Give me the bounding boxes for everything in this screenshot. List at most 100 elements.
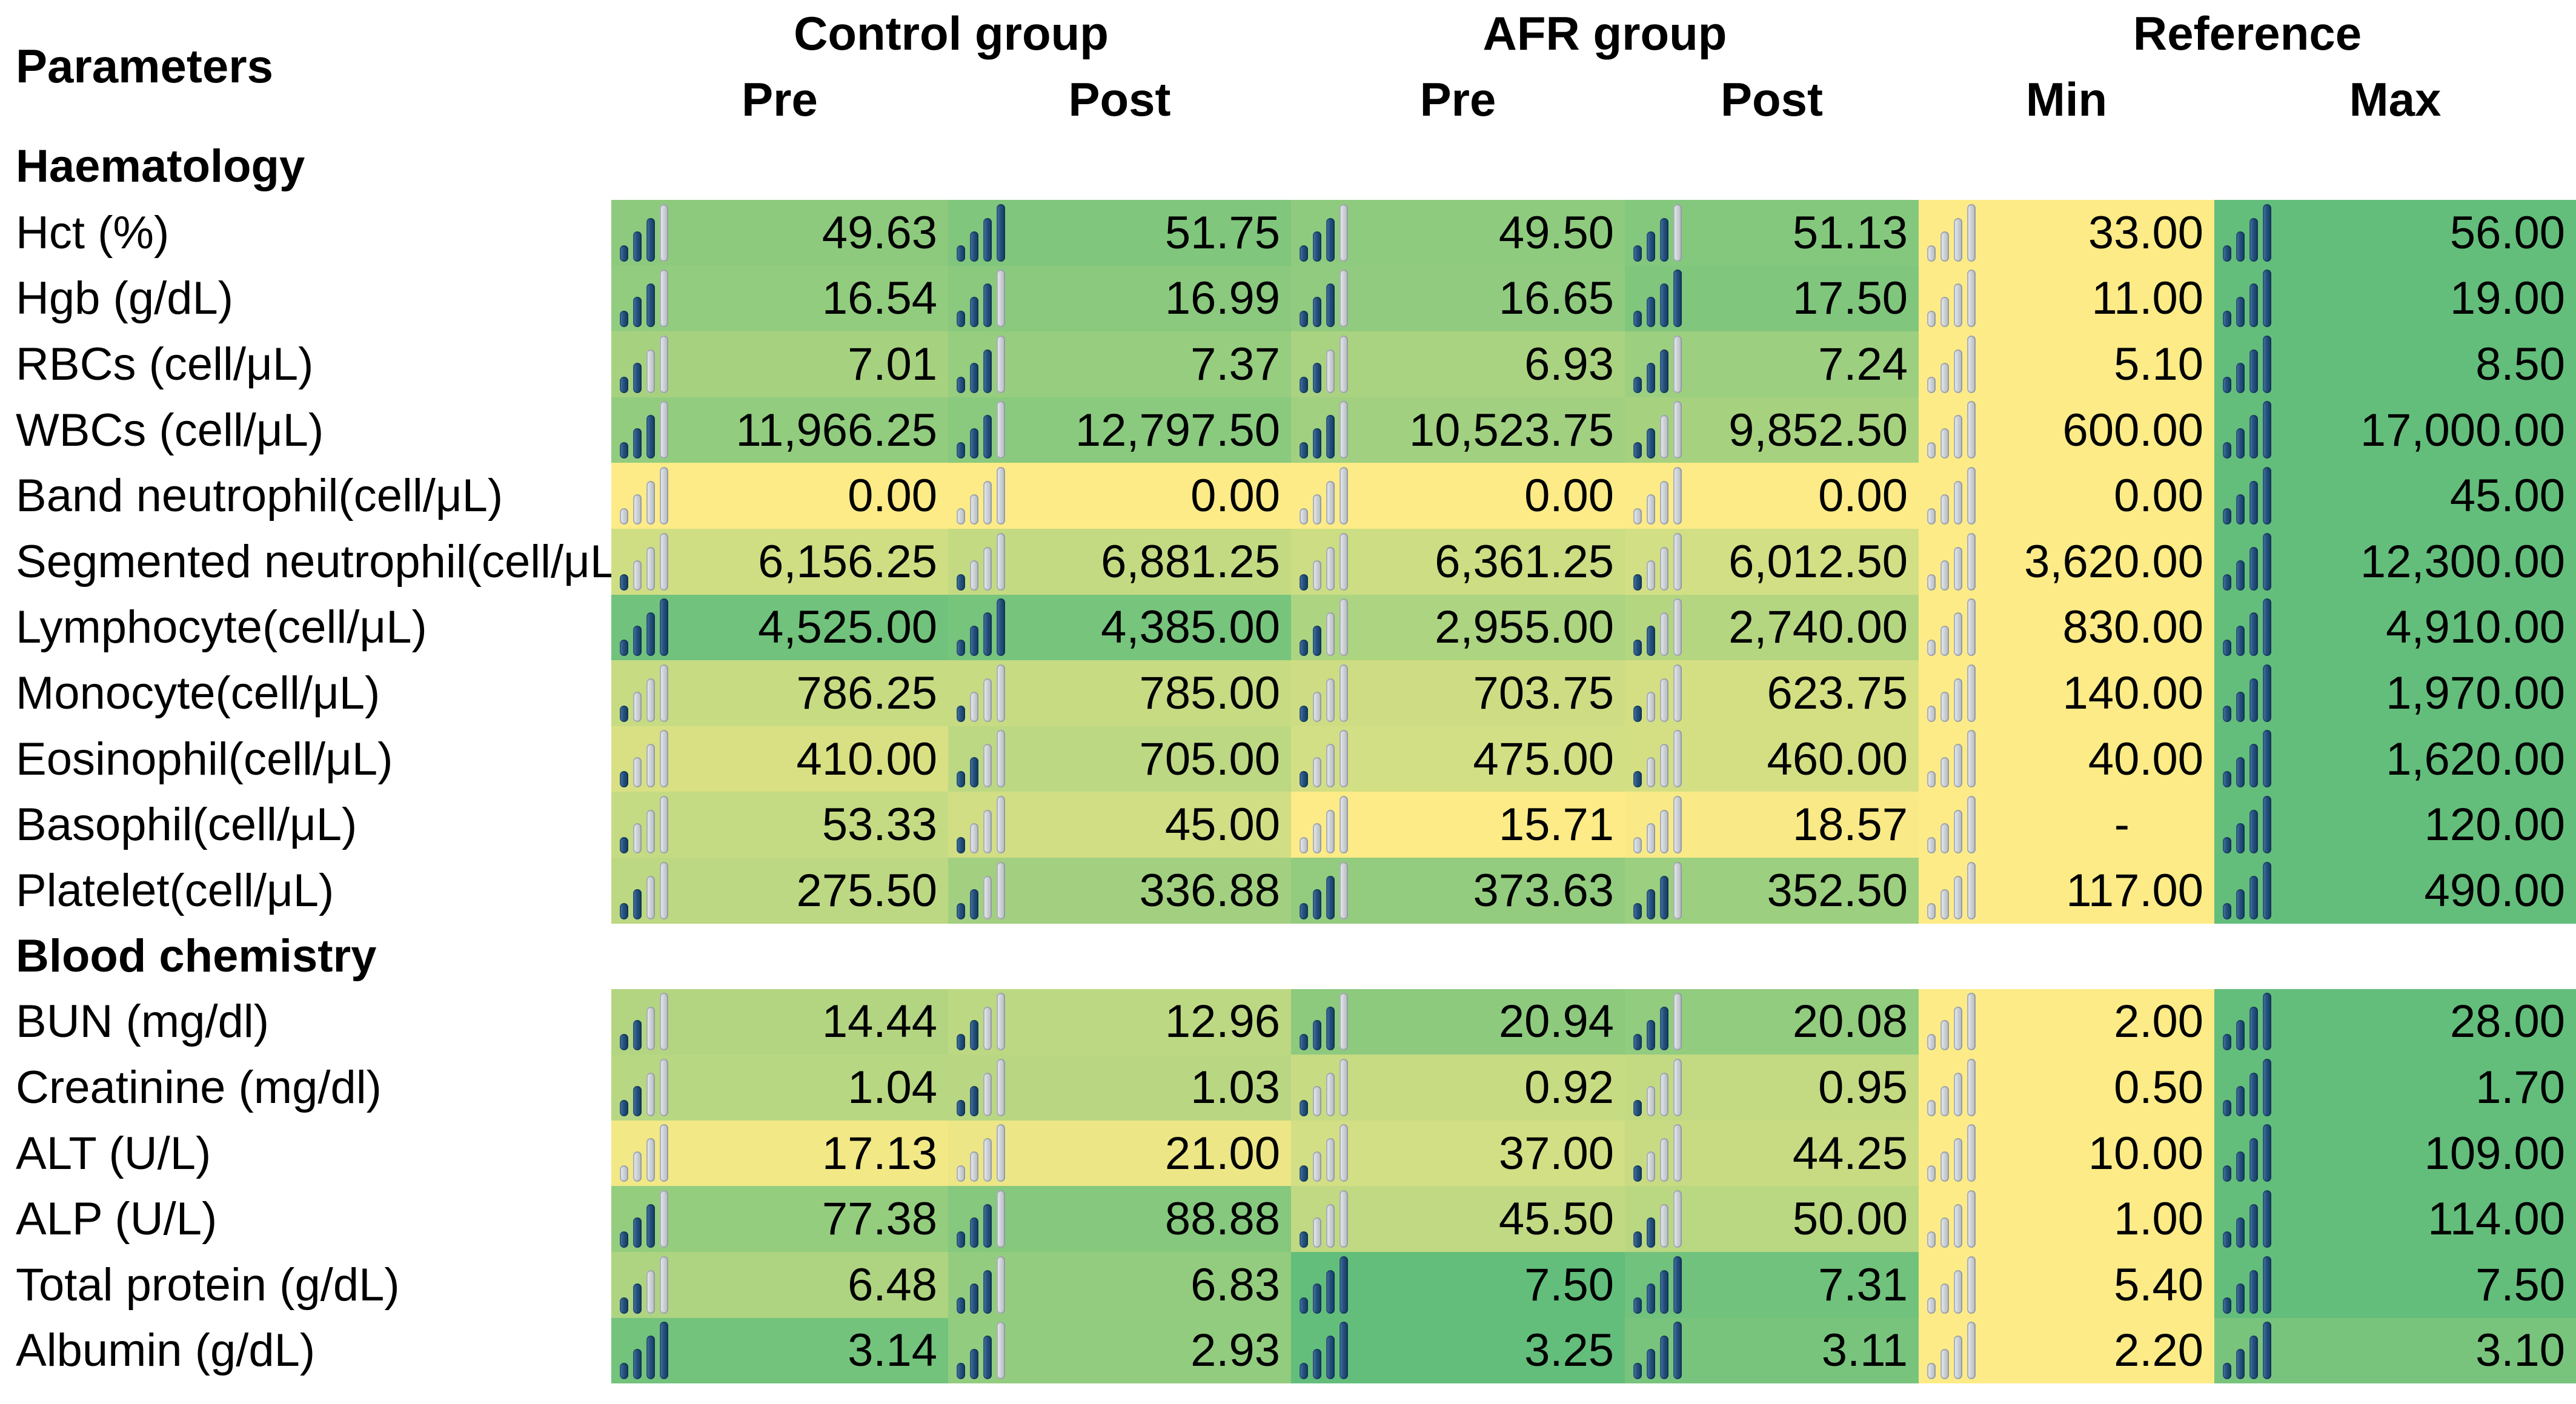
header-control-post[interactable]: Post: [1068, 72, 1171, 126]
parameters-header[interactable]: Parameters: [16, 39, 273, 93]
section-title[interactable]: Haematology: [16, 140, 305, 192]
value-cell[interactable]: 460.00: [1625, 726, 1919, 792]
value-cell[interactable]: 2.20: [1919, 1317, 2214, 1384]
value-cell[interactable]: 0.00: [611, 463, 948, 529]
value-cell[interactable]: 7.24: [1625, 331, 1919, 397]
value-cell[interactable]: 6.48: [611, 1251, 948, 1318]
value-cell[interactable]: 11.00: [1919, 265, 2214, 332]
value-cell[interactable]: -: [1919, 792, 2214, 858]
value-cell[interactable]: 51.13: [1625, 200, 1919, 266]
value-cell[interactable]: 49.63: [611, 200, 948, 266]
row-label[interactable]: RBCs (cell/μL): [16, 338, 314, 390]
value-cell[interactable]: 37.00: [1291, 1120, 1625, 1187]
value-cell[interactable]: 2.00: [1919, 988, 2214, 1055]
row-label[interactable]: Lymphocyte(cell/μL): [16, 601, 427, 654]
value-cell[interactable]: 14.44: [611, 988, 948, 1055]
value-cell[interactable]: 3.10: [2214, 1317, 2576, 1384]
value-cell[interactable]: 40.00: [1919, 726, 2214, 792]
value-cell[interactable]: 0.00: [1291, 463, 1625, 529]
value-cell[interactable]: 12.96: [948, 988, 1291, 1055]
header-afr-pre[interactable]: Pre: [1419, 72, 1496, 126]
value-cell[interactable]: 475.00: [1291, 726, 1625, 792]
value-cell[interactable]: 1.00: [1919, 1186, 2214, 1252]
value-cell[interactable]: 705.00: [948, 726, 1291, 792]
value-cell[interactable]: 1,620.00: [2214, 726, 2576, 792]
value-cell[interactable]: 114.00: [2214, 1186, 2576, 1252]
value-cell[interactable]: 9,852.50: [1625, 397, 1919, 463]
value-cell[interactable]: 6,012.50: [1625, 528, 1919, 595]
value-cell[interactable]: 28.00: [2214, 988, 2576, 1055]
header-control-group[interactable]: Control group: [794, 6, 1109, 60]
value-cell[interactable]: 3,620.00: [1919, 528, 2214, 595]
section-title[interactable]: Blood chemistry: [16, 930, 377, 982]
value-cell[interactable]: 373.63: [1291, 857, 1625, 924]
value-cell[interactable]: 88.88: [948, 1186, 1291, 1252]
value-cell[interactable]: 15.71: [1291, 792, 1625, 858]
value-cell[interactable]: 2.93: [948, 1317, 1291, 1384]
value-cell[interactable]: 0.00: [948, 463, 1291, 529]
value-cell[interactable]: 17,000.00: [2214, 397, 2576, 463]
row-label[interactable]: ALT (U/L): [16, 1127, 211, 1179]
value-cell[interactable]: 117.00: [1919, 857, 2214, 924]
value-cell[interactable]: 120.00: [2214, 792, 2576, 858]
value-cell[interactable]: 10,523.75: [1291, 397, 1625, 463]
value-cell[interactable]: 623.75: [1625, 660, 1919, 726]
value-cell[interactable]: 6,361.25: [1291, 528, 1625, 595]
value-cell[interactable]: 19.00: [2214, 265, 2576, 332]
value-cell[interactable]: 20.94: [1291, 988, 1625, 1055]
value-cell[interactable]: 6.83: [948, 1251, 1291, 1318]
value-cell[interactable]: 7.31: [1625, 1251, 1919, 1318]
value-cell[interactable]: 1.70: [2214, 1055, 2576, 1121]
value-cell[interactable]: 11,966.25: [611, 397, 948, 463]
value-cell[interactable]: 1,970.00: [2214, 660, 2576, 726]
value-cell[interactable]: 10.00: [1919, 1120, 2214, 1187]
row-label[interactable]: Albumin (g/dL): [16, 1325, 316, 1377]
value-cell[interactable]: 0.00: [1625, 463, 1919, 529]
row-label[interactable]: Platelet(cell/μL): [16, 864, 334, 916]
header-reference-min[interactable]: Min: [2025, 72, 2108, 126]
header-afr-post[interactable]: Post: [1720, 72, 1824, 126]
value-cell[interactable]: 16.65: [1291, 265, 1625, 332]
value-cell[interactable]: 56.00: [2214, 200, 2576, 266]
value-cell[interactable]: 7.50: [1291, 1251, 1625, 1318]
value-cell[interactable]: 20.08: [1625, 988, 1919, 1055]
value-cell[interactable]: 785.00: [948, 660, 1291, 726]
value-cell[interactable]: 33.00: [1919, 200, 2214, 266]
value-cell[interactable]: 3.14: [611, 1317, 948, 1384]
row-label[interactable]: Basophil(cell/μL): [16, 799, 357, 851]
row-label[interactable]: ALP (U/L): [16, 1193, 217, 1245]
value-cell[interactable]: 140.00: [1919, 660, 2214, 726]
row-label[interactable]: Band neutrophil(cell/μL): [16, 470, 503, 522]
value-cell[interactable]: 4,910.00: [2214, 594, 2576, 661]
value-cell[interactable]: 109.00: [2214, 1120, 2576, 1187]
value-cell[interactable]: 77.38: [611, 1186, 948, 1252]
value-cell[interactable]: 2,955.00: [1291, 594, 1625, 661]
value-cell[interactable]: 7.37: [948, 331, 1291, 397]
value-cell[interactable]: 786.25: [611, 660, 948, 726]
value-cell[interactable]: 410.00: [611, 726, 948, 792]
value-cell[interactable]: 6.93: [1291, 331, 1625, 397]
value-cell[interactable]: 49.50: [1291, 200, 1625, 266]
value-cell[interactable]: 3.25: [1291, 1317, 1625, 1384]
value-cell[interactable]: 44.25: [1625, 1120, 1919, 1187]
row-label[interactable]: WBCs (cell/μL): [16, 404, 324, 456]
header-control-pre[interactable]: Pre: [742, 72, 818, 126]
value-cell[interactable]: 4,525.00: [611, 594, 948, 661]
value-cell[interactable]: 6,881.25: [948, 528, 1291, 595]
value-cell[interactable]: 0.00: [1919, 463, 2214, 529]
row-label[interactable]: BUN (mg/dl): [16, 996, 270, 1048]
value-cell[interactable]: 53.33: [611, 792, 948, 858]
value-cell[interactable]: 12,300.00: [2214, 528, 2576, 595]
value-cell[interactable]: 45.00: [2214, 463, 2576, 529]
value-cell[interactable]: 0.50: [1919, 1055, 2214, 1121]
value-cell[interactable]: 7.01: [611, 331, 948, 397]
header-afr-group[interactable]: AFR group: [1482, 6, 1727, 60]
row-label[interactable]: Total protein (g/dL): [16, 1259, 400, 1311]
value-cell[interactable]: 8.50: [2214, 331, 2576, 397]
value-cell[interactable]: 275.50: [611, 857, 948, 924]
value-cell[interactable]: 45.00: [948, 792, 1291, 858]
value-cell[interactable]: 0.95: [1625, 1055, 1919, 1121]
row-label[interactable]: Segmented neutrophil(cell/μL: [16, 535, 611, 588]
value-cell[interactable]: 45.50: [1291, 1186, 1625, 1252]
value-cell[interactable]: 830.00: [1919, 594, 2214, 661]
